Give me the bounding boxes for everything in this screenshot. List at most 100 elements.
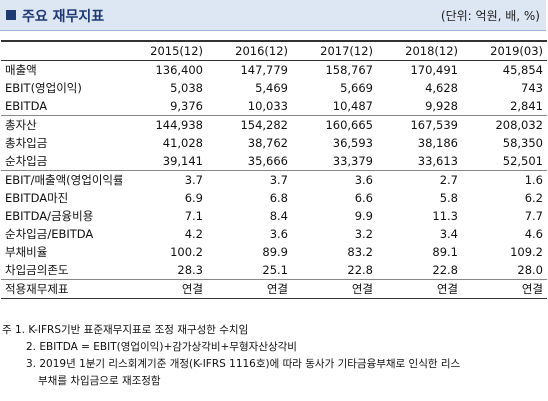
table-cell: 3.7: [122, 170, 207, 189]
column-header: 2019(03): [462, 40, 547, 61]
table-row: 순차입금/EBITDA 4.2 3.6 3.2 3.4 4.6: [1, 225, 547, 243]
table-row: 부채비율 100.2 89.9 83.2 89.1 109.2: [1, 243, 547, 261]
table-row: EBITDA마진 6.9 6.8 6.6 5.8 6.2: [1, 189, 547, 207]
table-cell: 52,501: [502, 154, 543, 168]
column-header: 2015(12): [122, 40, 207, 61]
table-cell: 109.2: [510, 245, 543, 259]
table-row: 순차입금 39,141 35,666 33,379 33,613 52,501: [1, 152, 547, 171]
table-cell: 연결: [377, 279, 462, 299]
table-cell: 6.6: [354, 191, 373, 205]
row-label: 총자산: [1, 115, 122, 134]
table-cell: 연결: [462, 279, 547, 299]
table-header-row: 2015(12) 2016(12) 2017(12) 2018(12) 2019…: [1, 40, 547, 61]
table-row: EBITDA 9,376 10,033 10,487 9,928 2,841: [1, 97, 547, 116]
table-cell: 2,841: [510, 99, 543, 113]
section-header: 주요 재무지표 (단위: 억원, 배, %): [0, 0, 546, 31]
unit-label: (단위: 억원, 배, %): [440, 9, 540, 23]
table-cell: 39,141: [162, 154, 203, 168]
table-cell: 11.3: [432, 209, 458, 223]
table-cell: 167,539: [377, 115, 462, 134]
table-cell: 9,928: [425, 99, 458, 113]
row-label: EBITDA: [5, 99, 48, 113]
column-header: 2017(12): [292, 40, 377, 61]
table-cell: 3.6: [292, 170, 377, 189]
row-label: 순차입금: [5, 154, 48, 168]
table-row: 총차입금 41,028 38,762 36,593 38,186 58,350: [1, 134, 547, 152]
table-cell: 38,762: [247, 136, 288, 150]
table-cell: 743: [521, 81, 543, 95]
table-row: EBIT/매출액(영업이익률) 3.7 3.7 3.6 2.7 1.6: [1, 170, 547, 189]
table-cell: 144,938: [122, 115, 207, 134]
table-cell: 38,186: [417, 136, 458, 150]
table-cell: 22.8: [432, 263, 458, 277]
header-empty-cell: [1, 40, 122, 61]
table-cell: 41,028: [162, 136, 203, 150]
row-label: 부채비율: [5, 245, 48, 259]
table-cell: 6.2: [524, 191, 543, 205]
table-cell: 3.7: [207, 170, 292, 189]
table-cell: 83.2: [347, 245, 373, 259]
table-cell: 22.8: [347, 263, 373, 277]
table-cell: 3.2: [354, 227, 373, 241]
table-cell: 147,779: [240, 63, 288, 77]
table-cell: 3.6: [269, 227, 288, 241]
footnote-2: 2. EBITDA = EBIT(영업이익)+감가상각비+무형자산상각비: [26, 341, 297, 353]
row-label: 순차입금/EBITDA: [5, 227, 94, 241]
table-row: 매출액 136,400 147,779 158,767 170,491 45,854: [1, 61, 547, 80]
row-label: 총차입금: [5, 136, 48, 150]
square-bullet-icon: [6, 10, 16, 20]
table-cell: 4.6: [524, 227, 543, 241]
table-cell: 8.4: [269, 209, 288, 223]
table-cell: 160,665: [292, 115, 377, 134]
footnotes: 주 1. K-IFRS기반 표준재무지표로 조정 재구성한 수치임 2. EBI…: [2, 322, 546, 390]
table-cell: 10,487: [332, 99, 373, 113]
table-cell: 4,628: [425, 81, 458, 95]
column-header: 2016(12): [207, 40, 292, 61]
table-cell: 4.2: [184, 227, 203, 241]
table-cell: 5,038: [170, 81, 203, 95]
table-cell: 5,669: [340, 81, 373, 95]
table-row: 총자산 144,938 154,282 160,665 167,539 208,032: [1, 115, 547, 134]
table-row: EBIT(영업이익) 5,038 5,469 5,669 4,628 743: [1, 79, 547, 97]
footnote-1: 주 1. K-IFRS기반 표준재무지표로 조정 재구성한 수치임: [2, 324, 249, 336]
row-label: EBITDA/금융비용: [5, 209, 94, 223]
row-label: EBIT/매출액(영업이익률): [1, 170, 122, 189]
table-cell: 7.1: [184, 209, 203, 223]
table-cell: 6.8: [269, 191, 288, 205]
table-cell: 7.7: [524, 209, 543, 223]
table-cell: 158,767: [325, 63, 373, 77]
table-cell: 208,032: [462, 115, 547, 134]
table-cell: 6.9: [184, 191, 203, 205]
table-row: EBITDA/금융비용 7.1 8.4 9.9 11.3 7.7: [1, 207, 547, 225]
table-cell: 5,469: [255, 81, 288, 95]
table-cell: 33,613: [417, 154, 458, 168]
footnote-3-continued: 부채를 차입금으로 재조정함: [38, 375, 161, 387]
table-cell: 2.7: [377, 170, 462, 189]
table-cell: 연결: [207, 279, 292, 299]
table-cell: 연결: [122, 279, 207, 299]
table-cell: 9,376: [170, 99, 203, 113]
table-cell: 154,282: [207, 115, 292, 134]
table-cell: 28.3: [177, 263, 203, 277]
table-cell: 45,854: [502, 63, 543, 77]
row-label: 적용재무제표: [1, 279, 122, 299]
row-label: EBIT(영업이익): [5, 81, 82, 95]
table-cell: 1.6: [462, 170, 547, 189]
financial-table: 2015(12) 2016(12) 2017(12) 2018(12) 2019…: [1, 40, 547, 299]
table-cell: 170,491: [410, 63, 458, 77]
row-label: EBITDA마진: [5, 191, 69, 205]
table-cell: 33,379: [332, 154, 373, 168]
table-cell: 연결: [292, 279, 377, 299]
footnote-3: 3. 2019년 1분기 리스회계기준 개정(K-IFRS 1116호)에 따라…: [26, 358, 461, 370]
table-cell: 35,666: [247, 154, 288, 168]
table-cell: 28.0: [517, 263, 543, 277]
table-row: 차입금의존도 28.3 25.1 22.8 22.8 28.0: [1, 261, 547, 280]
table-row: 적용재무제표 연결 연결 연결 연결 연결: [1, 279, 547, 299]
table-cell: 58,350: [502, 136, 543, 150]
table-cell: 100.2: [170, 245, 203, 259]
table-cell: 3.4: [439, 227, 458, 241]
table-cell: 89.9: [262, 245, 288, 259]
row-label: 매출액: [5, 63, 37, 77]
row-label: 차입금의존도: [5, 263, 69, 277]
table-cell: 10,033: [247, 99, 288, 113]
